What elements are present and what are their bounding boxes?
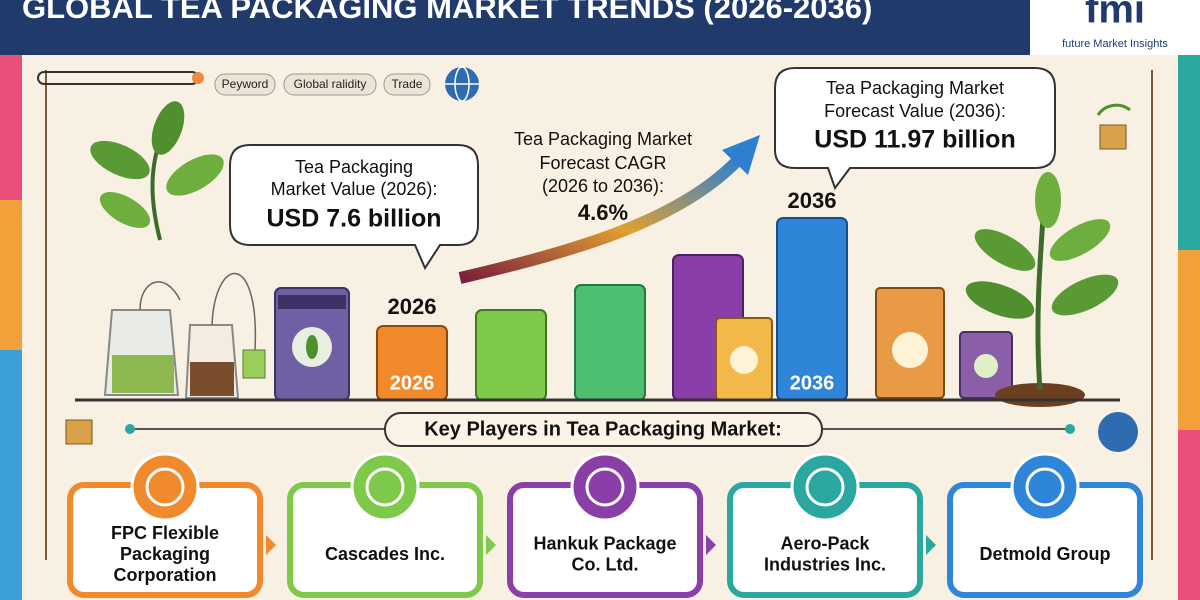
growth-bars: [574, 284, 646, 401]
logo-box: [1030, 0, 1200, 55]
tea-leaves: [99, 192, 151, 228]
callout-text: Tea Packaging: [295, 157, 413, 177]
box-icon: [1099, 124, 1127, 150]
company-icon: [790, 452, 860, 522]
tag-text: Global ralidity: [294, 77, 367, 91]
key-players-banner: [384, 412, 823, 447]
growth-arrow: [722, 135, 760, 175]
company-name: Industries Inc.: [764, 554, 886, 574]
company-icon: [1025, 467, 1065, 507]
tea-pouch: [892, 332, 928, 368]
tea-leaves: [166, 154, 224, 196]
year-label: 2026: [388, 294, 437, 319]
growth-arrow: [458, 155, 743, 284]
logo: fmi: [1085, 0, 1145, 32]
logo-tagline: future Market Insights: [1062, 38, 1168, 50]
company-name: Aero-Pack: [780, 533, 870, 553]
callout: [774, 67, 1056, 191]
callout-text: Market Value (2026):: [271, 179, 438, 199]
company-name: Detmold Group: [980, 544, 1111, 564]
year-label: 2036: [788, 188, 837, 213]
company-icon: [130, 452, 200, 522]
tea-tin: [274, 287, 350, 401]
tea-leaves: [151, 101, 185, 155]
dot: [192, 72, 204, 84]
callout-text: Tea Packaging Market: [826, 78, 1004, 98]
tea-leaves: [90, 101, 224, 241]
callout-text: Forecast Value (2036):: [824, 101, 1006, 121]
company-icon: [805, 467, 845, 507]
side-strip: [1178, 430, 1200, 600]
tea-plant: [965, 281, 1035, 319]
cagr-text: Tea Packaging Market: [514, 129, 692, 149]
tea-pouch: [730, 346, 758, 374]
company-name: Corporation: [114, 565, 217, 585]
year-label: 2036: [790, 372, 835, 394]
tea-bags: [139, 281, 181, 311]
tea-bags: [103, 272, 266, 399]
dot: [1065, 424, 1075, 434]
tea-tin: [278, 295, 346, 309]
tea-bags: [112, 355, 174, 393]
tea-plant: [1035, 172, 1061, 228]
tea-plant: [1049, 219, 1111, 261]
callout-value: USD 7.6 billion: [266, 205, 441, 233]
company-name: Packaging: [120, 544, 210, 564]
header-bar: [0, 0, 1200, 55]
title: GLOBAL TEA PACKAGING MARKET TRENDS (2026…: [22, 0, 872, 25]
tea-bags: [211, 272, 257, 351]
cagr-text: (2026 to 2036):: [542, 176, 664, 196]
tea-plant: [1051, 274, 1119, 316]
tea-plant: [974, 229, 1036, 271]
card-arrow: [926, 535, 936, 555]
box-icon: [65, 419, 93, 445]
tag-text: Peyword: [222, 77, 269, 91]
tea-pouch: [974, 354, 998, 378]
tea-pouch: [715, 287, 1013, 401]
tea-bags: [190, 362, 234, 396]
key-players-title: Key Players in Tea Packaging Market:: [424, 418, 782, 440]
company-icon: [365, 467, 405, 507]
callout-value: USD 11.97 billion: [814, 126, 1015, 154]
cagr-value: 4.6%: [578, 200, 628, 225]
company-icon: [570, 452, 640, 522]
side-strip: [0, 350, 22, 600]
dot: [125, 424, 135, 434]
tag-text: Trade: [392, 77, 423, 91]
globe-icon: [1098, 412, 1138, 452]
year-label: 2026: [390, 372, 435, 394]
growth-bars: [475, 309, 547, 401]
tag-pill: [383, 73, 431, 96]
growth-bars: [376, 217, 848, 401]
card-arrow: [486, 535, 496, 555]
company-name: FPC Flexible: [111, 523, 219, 543]
recycle-icon: [1096, 103, 1131, 116]
tag-pill: [283, 73, 377, 96]
side-strip: [0, 200, 22, 350]
company-icon: [145, 467, 185, 507]
card-arrow: [706, 535, 716, 555]
tea-plant: [965, 172, 1119, 407]
company-icon: [1010, 452, 1080, 522]
company-name: Cascades Inc.: [325, 544, 445, 564]
company-icon: [585, 467, 625, 507]
tea-bags: [242, 349, 266, 379]
tea-tin: [306, 335, 318, 359]
card-arrow: [266, 535, 276, 555]
company-name: Hankuk Package: [533, 533, 676, 553]
company-name: Co. Ltd.: [572, 554, 639, 574]
callout: [229, 144, 479, 271]
tags: Peyword Global ralidity Trade: [214, 73, 431, 96]
tag-pill: [214, 73, 276, 96]
tea-leaves: [90, 140, 150, 180]
cagr-text: Forecast CAGR: [539, 153, 666, 173]
company-icon: [350, 452, 420, 522]
side-strip: [1178, 250, 1200, 430]
